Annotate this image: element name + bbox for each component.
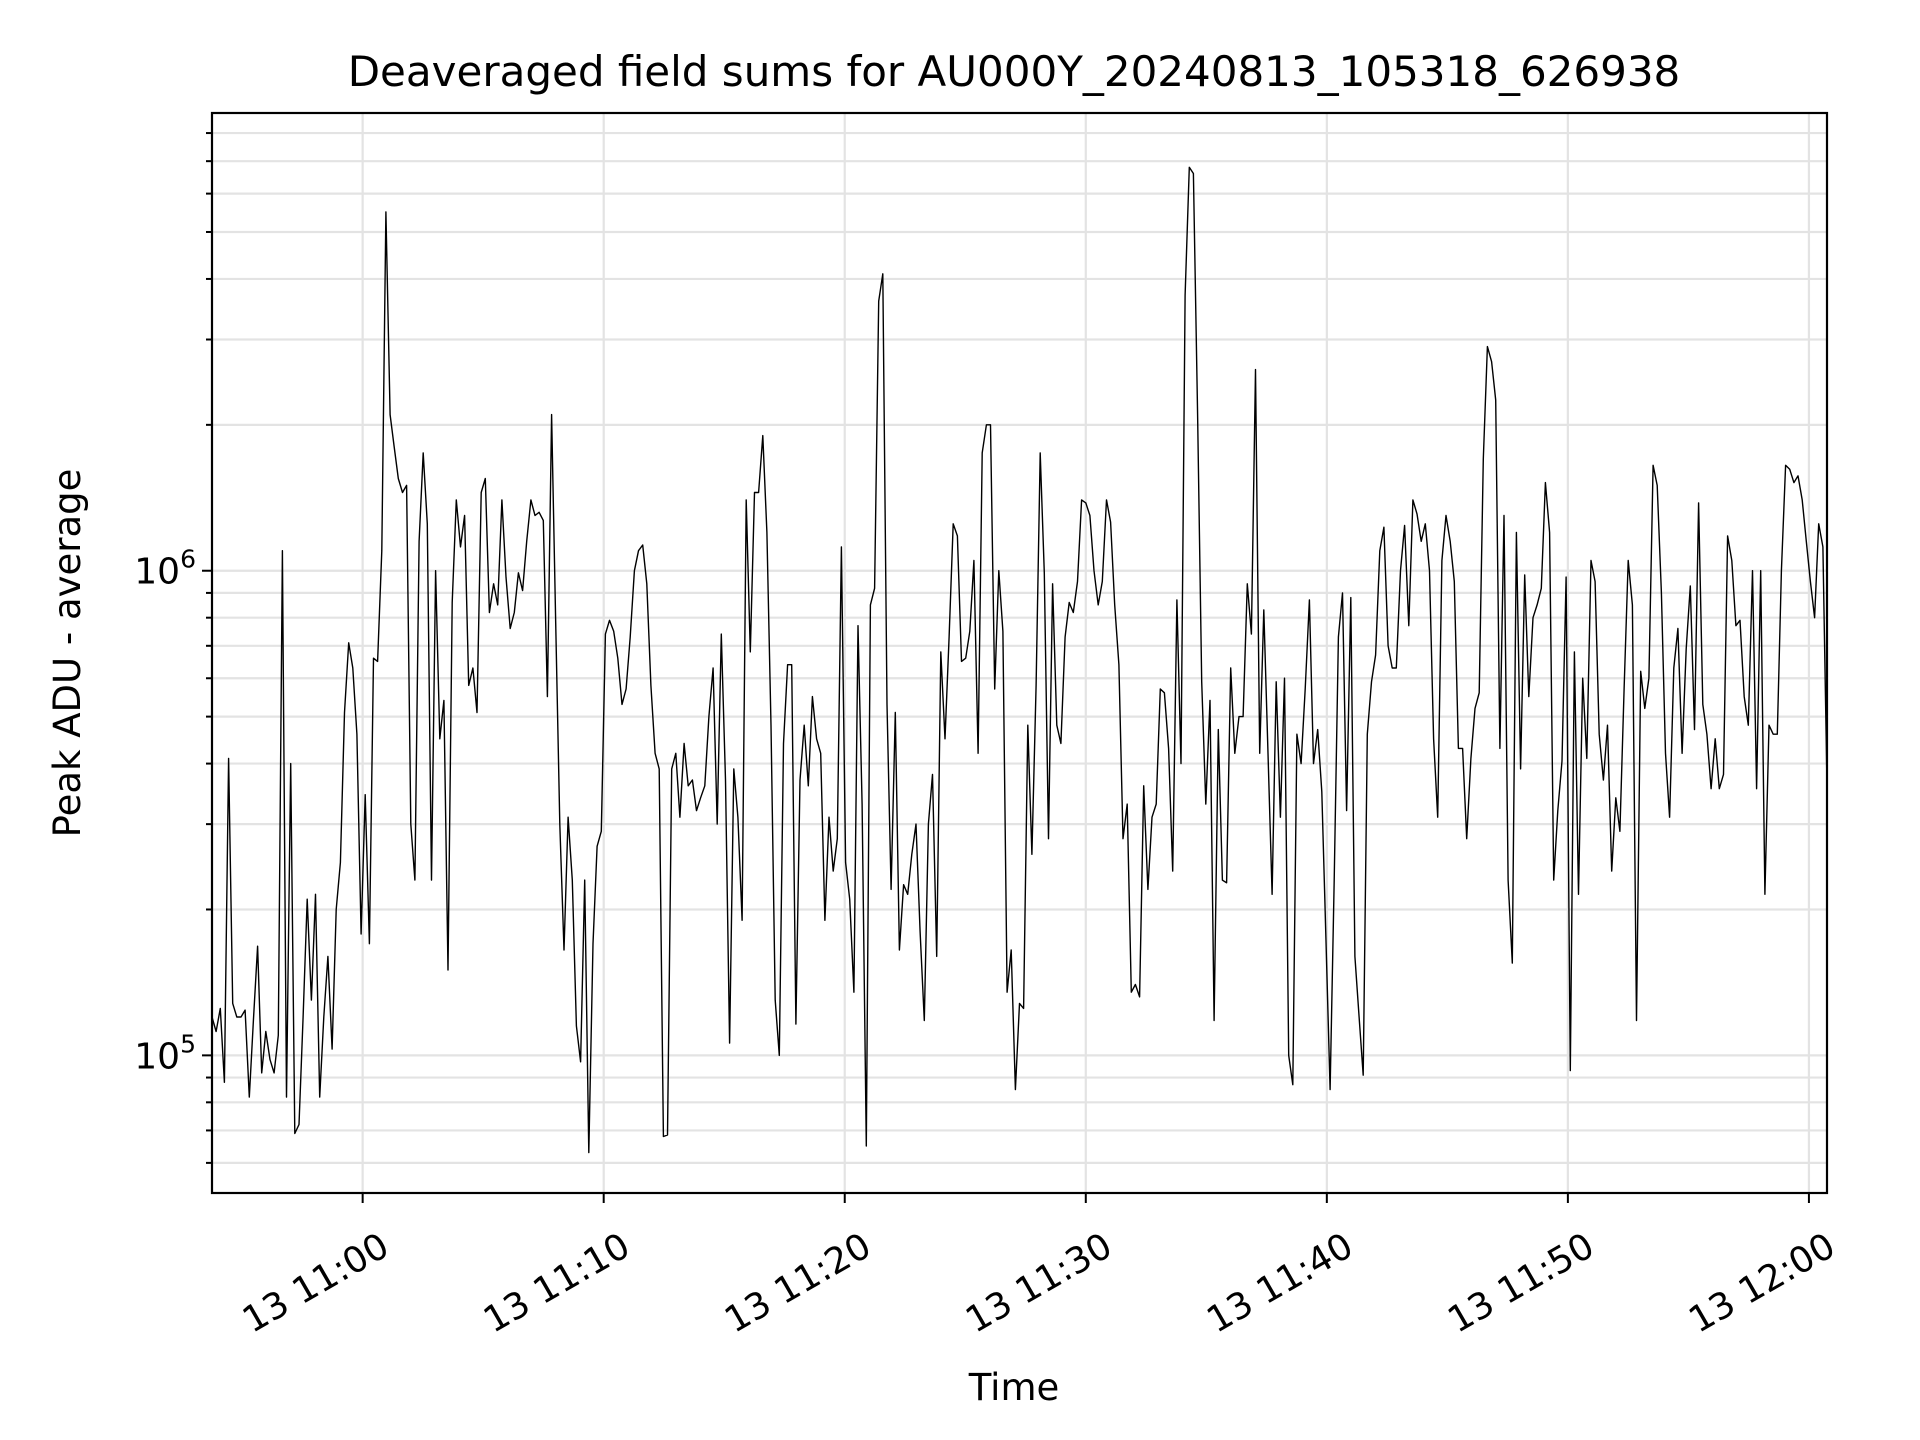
x-tick-label: 13 11:10	[477, 1225, 637, 1341]
x-tick-label: 13 11:30	[959, 1225, 1119, 1341]
x-tick-label: 13 12:00	[1682, 1225, 1842, 1341]
x-tick-label: 13 11:40	[1200, 1225, 1360, 1341]
x-tick-label: 13 11:00	[236, 1225, 396, 1341]
y-axis-label: Peak ADU - average	[46, 469, 89, 838]
grid	[212, 113, 1827, 1193]
series-line	[211, 166, 1828, 1154]
plot-area-border	[210, 111, 1829, 1195]
x-tick-label: 13 11:20	[718, 1225, 878, 1341]
y-tick-label: 105	[134, 1029, 196, 1077]
chart-title: Deaveraged field sums for AU000Y_2024081…	[348, 47, 1681, 96]
x-tick-label: 13 11:50	[1441, 1225, 1601, 1341]
plot-frame	[210, 111, 1829, 1195]
x-axis-label: Time	[968, 1366, 1060, 1409]
series-layer	[211, 166, 1828, 1154]
y-tick-label: 106	[134, 545, 196, 593]
